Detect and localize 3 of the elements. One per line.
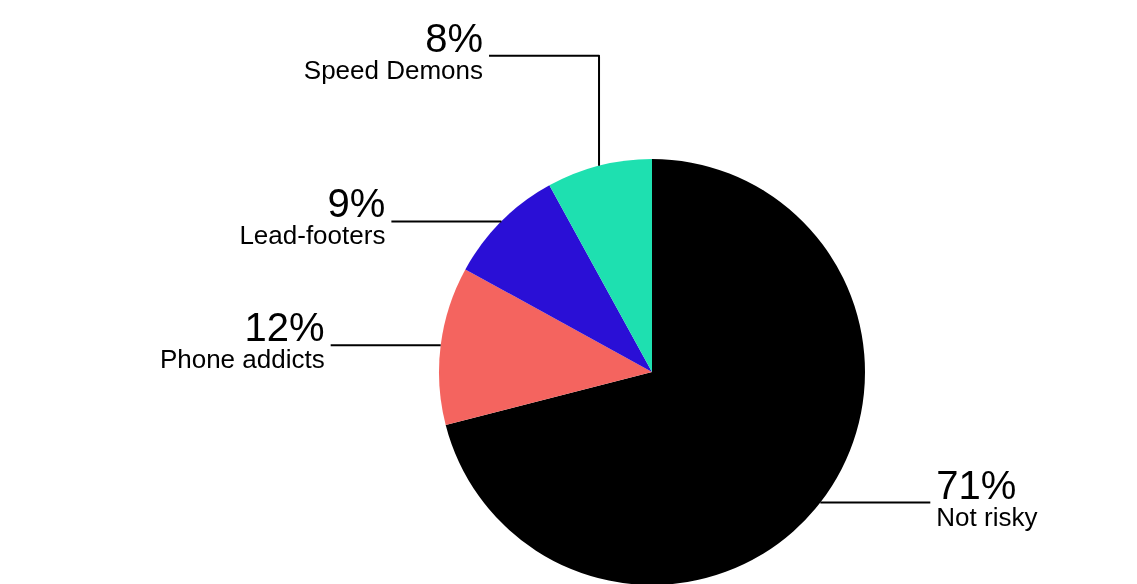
pie-slice (439, 269, 652, 425)
pie-slice (465, 185, 652, 372)
pie-slice (549, 159, 652, 372)
